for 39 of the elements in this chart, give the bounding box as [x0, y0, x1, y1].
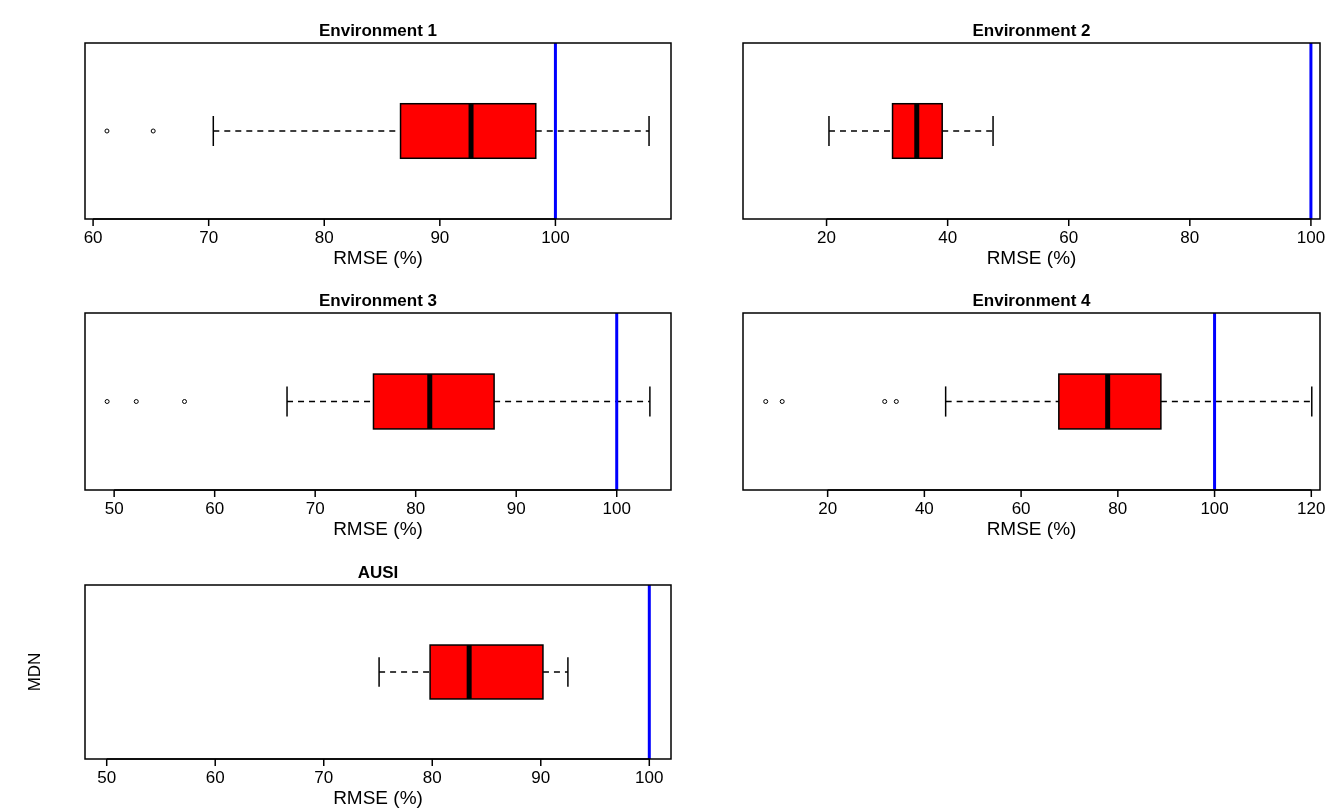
x-tick-label: 50 [104, 499, 124, 518]
x-tick-label: 70 [199, 228, 219, 247]
x-tick-label: 20 [818, 499, 838, 518]
x-tick-label: 80 [406, 499, 426, 518]
x-axis-title: RMSE (%) [986, 518, 1077, 539]
chart-title: Environment 1 [318, 21, 438, 40]
x-tick-label: 120 [1297, 499, 1326, 518]
x-tick-label: 80 [422, 768, 442, 787]
x-tick-label: 40 [914, 499, 934, 518]
x-tick-label: 100 [602, 499, 631, 518]
chart-title: Environment 4 [972, 291, 1092, 310]
x-tick-label: 50 [97, 768, 117, 787]
x-tick-label: 60 [1011, 499, 1031, 518]
x-tick-label: 70 [305, 499, 325, 518]
x-tick-label: 80 [1180, 228, 1200, 247]
chart-title: Environment 2 [972, 21, 1091, 40]
x-tick-label: 70 [314, 768, 334, 787]
x-tick-label: 100 [635, 768, 664, 787]
x-tick-label: 40 [938, 228, 958, 247]
x-tick-label: 90 [506, 499, 526, 518]
chart-title: Environment 3 [318, 291, 438, 310]
x-tick-label: 60 [205, 499, 225, 518]
x-tick-label: 80 [1108, 499, 1128, 518]
x-axis-title: RMSE (%) [986, 247, 1077, 268]
x-tick-label: 100 [1296, 228, 1326, 247]
y-axis-title: MDN [25, 652, 44, 692]
x-axis-title: RMSE (%) [333, 247, 423, 268]
chart-title: AUSI [357, 563, 399, 582]
x-tick-label: 80 [314, 228, 334, 247]
x-axis-title: RMSE (%) [333, 787, 423, 808]
x-tick-label: 60 [83, 228, 103, 247]
x-tick-label: 90 [430, 228, 450, 247]
x-axis-title: RMSE (%) [333, 518, 423, 539]
x-tick-label: 100 [1200, 499, 1229, 518]
x-tick-label: 60 [1059, 228, 1079, 247]
x-tick-label: 20 [817, 228, 837, 247]
x-tick-label: 90 [531, 768, 551, 787]
x-tick-label: 60 [205, 768, 225, 787]
x-tick-label: 100 [541, 228, 570, 247]
